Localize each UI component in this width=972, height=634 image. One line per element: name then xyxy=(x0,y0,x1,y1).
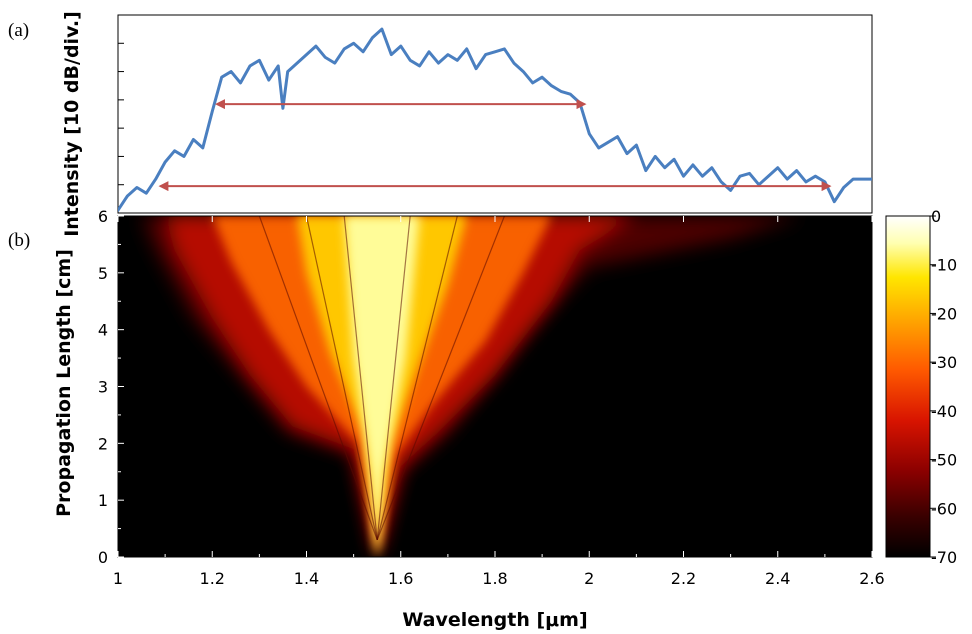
heatmap-filament xyxy=(376,216,411,541)
spectrum-chart: Intensity [10 dB/div.] xyxy=(61,11,873,237)
colorbar-tick-label: -10 xyxy=(931,256,957,275)
heatmap-intensity-field xyxy=(141,216,802,557)
panel-label-a: (a) xyxy=(8,20,29,41)
panel-label-b: (b) xyxy=(8,230,30,251)
wavelength-tick-label: 2 xyxy=(584,569,594,588)
colorbar-tick-label: -30 xyxy=(931,353,957,372)
colorbar-tick-label: -50 xyxy=(931,451,957,470)
wavelength-tick-label: 2.4 xyxy=(765,569,790,588)
colorbar-tick-label: -40 xyxy=(931,402,957,421)
wavelength-ticks: 1 1.2 1.4 1.6 1.8 2 2.2 2.4 2.6 xyxy=(113,216,885,588)
heatmap-filament xyxy=(305,216,378,541)
heatmap-filament xyxy=(376,216,458,541)
wavelength-tick-label: 2.2 xyxy=(671,569,696,588)
colorbar-tick-label: -70 xyxy=(931,548,957,567)
wavelength-tick-label: 2.6 xyxy=(859,569,884,588)
heatmap-filament xyxy=(258,216,378,541)
wavelength-tick-label: 1.4 xyxy=(294,569,319,588)
heatmap-bright-core xyxy=(344,216,420,557)
propagation-tick-label: 0 xyxy=(98,548,108,567)
colorbar-tick-label: 0 xyxy=(931,207,941,226)
propagation-tick-label: 2 xyxy=(98,434,108,453)
propagation-ticks: 0 1 2 3 4 5 6 xyxy=(98,207,124,567)
colorbar-ticks: 0 -10 -20 -30 -40 -50 -60 -70 xyxy=(930,207,957,567)
propagation-axis-title: Propagation Length [cm] xyxy=(53,249,75,517)
colorbar-gradient xyxy=(885,215,931,558)
colorbar-tick-label: -60 xyxy=(931,499,957,518)
intensity-axis-title: Intensity [10 dB/div.] xyxy=(61,11,83,237)
propagation-tick-label: 3 xyxy=(98,378,108,397)
wavelength-axis-title: Wavelength [μm] xyxy=(402,609,587,631)
spectrum-frame xyxy=(117,14,873,214)
heatmap-filament xyxy=(343,216,378,541)
propagation-tick-label: 4 xyxy=(98,321,108,340)
wavelength-tick-label: 1 xyxy=(113,569,123,588)
spectrum-arrows xyxy=(158,99,832,192)
propagation-tick-label: 6 xyxy=(98,207,108,226)
wavelength-tick-label: 1.6 xyxy=(388,569,413,588)
colorbar-tick-label: -20 xyxy=(931,304,957,323)
spectrum-series-line xyxy=(118,27,872,212)
propagation-tick-label: 5 xyxy=(98,264,108,283)
heatmap-filament xyxy=(376,216,505,541)
propagation-tick-label: 1 xyxy=(98,491,108,510)
spectrum-y-ticks xyxy=(118,14,124,214)
wavelength-tick-label: 1.8 xyxy=(482,569,507,588)
colorbar: 0 -10 -20 -30 -40 -50 -60 -70 xyxy=(885,207,957,567)
wavelength-tick-label: 1.2 xyxy=(200,569,225,588)
